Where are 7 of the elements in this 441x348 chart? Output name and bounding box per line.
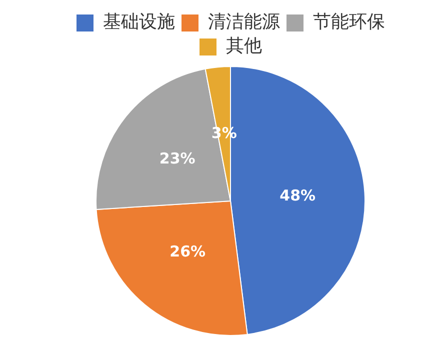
data-label: 23% bbox=[159, 150, 196, 168]
legend-label: 基础设施 bbox=[103, 12, 175, 33]
data-label: 48% bbox=[280, 186, 316, 205]
legend-label: 其他 bbox=[226, 36, 262, 57]
data-label: 26% bbox=[170, 242, 206, 261]
legend-label: 清洁能源 bbox=[208, 12, 280, 33]
legend-label: 节能环保 bbox=[313, 12, 385, 33]
